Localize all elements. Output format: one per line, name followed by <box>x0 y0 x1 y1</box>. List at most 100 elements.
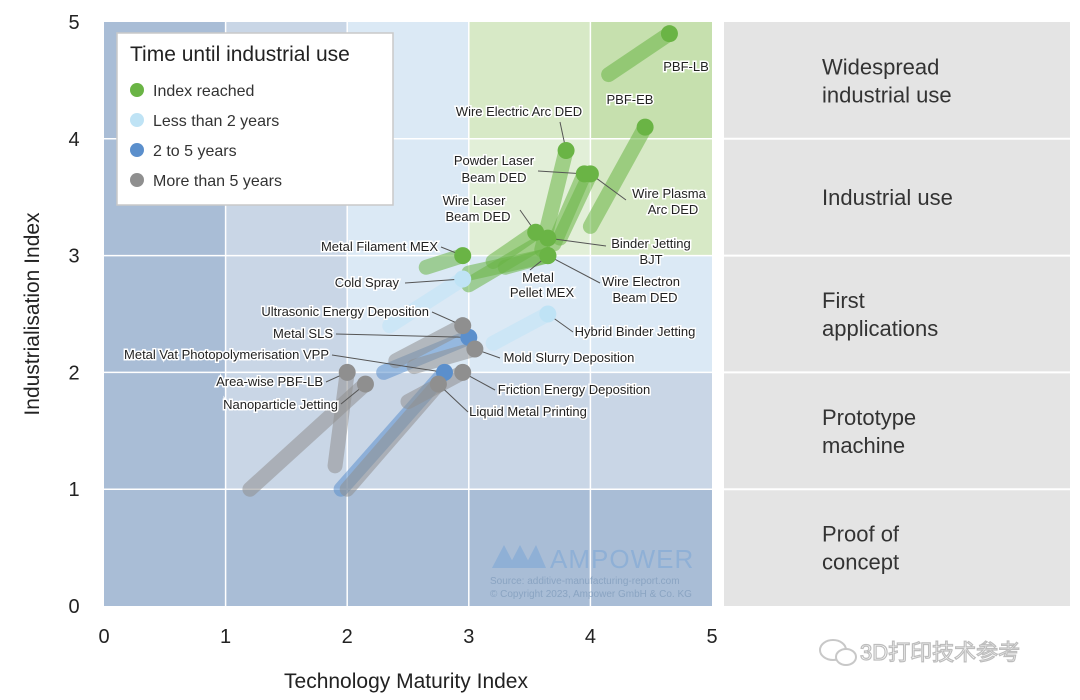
trail <box>485 306 556 351</box>
data-point <box>338 363 356 381</box>
point-label: Friction Energy Deposition <box>498 382 650 397</box>
stage-label: Proof of <box>822 522 900 547</box>
watermark: 3D打印技术参考 <box>819 639 1021 666</box>
y-axis-label: Industrialisation Index <box>21 212 44 416</box>
data-point <box>454 247 472 265</box>
stage-label: concept <box>822 550 899 575</box>
leader-layer <box>325 121 627 413</box>
ampower-brand: AMPOWER <box>550 544 694 574</box>
point-label: Ultrasonic Energy Deposition <box>261 304 429 319</box>
point-label: Powder Laser <box>454 153 535 168</box>
data-point <box>454 317 472 335</box>
legend-marker <box>130 173 144 187</box>
legend-label: More than 5 years <box>153 173 282 190</box>
point-label: Binder Jetting <box>611 236 691 251</box>
stage-label: Widespread <box>822 54 939 79</box>
ampower-logo-icon <box>492 545 546 568</box>
x-tick-label: 5 <box>706 626 717 648</box>
trail <box>406 341 483 375</box>
point-label: Arc DED <box>648 202 699 217</box>
trail-layer <box>242 26 677 497</box>
stage-label: Prototype <box>822 405 916 430</box>
legend-label: 2 to 5 years <box>153 143 237 160</box>
trail <box>388 318 471 369</box>
x-tick-label: 1 <box>220 626 231 648</box>
point-layer <box>338 25 678 393</box>
point-label: Pellet MEX <box>510 285 575 300</box>
data-point <box>557 141 575 159</box>
watermark-text: 3D打印技术参考 <box>860 640 1020 665</box>
legend-marker <box>130 83 144 97</box>
x-tick-label: 3 <box>463 626 474 648</box>
zone-proof-row <box>104 489 712 606</box>
leader-line <box>335 333 469 338</box>
x-axis-ticks: 0 1 2 3 4 5 <box>98 626 717 648</box>
y-tick-label: 3 <box>68 246 79 268</box>
point-label: Cold Spray <box>335 275 400 290</box>
leader-line <box>331 354 445 373</box>
stage-label: industrial use <box>822 82 952 107</box>
point-label: Wire Electron <box>602 274 680 289</box>
data-point <box>539 229 557 247</box>
legend: Time until industrial use Index reached L… <box>116 32 394 206</box>
leader-line <box>404 278 463 284</box>
y-tick-label: 0 <box>68 596 79 618</box>
source-note: Source: additive-manufacturing-report.co… <box>490 576 680 587</box>
data-point <box>454 270 472 288</box>
stage-label: Industrial use <box>822 185 953 210</box>
data-point <box>660 25 678 43</box>
data-point <box>466 340 484 358</box>
point-label: Liquid Metal Printing <box>469 404 587 419</box>
data-point <box>356 375 374 393</box>
legend-label: Index reached <box>153 83 254 100</box>
legend-title: Time until industrial use <box>130 43 350 66</box>
wechat-icon <box>819 639 857 666</box>
leader-line <box>547 255 601 284</box>
data-point <box>429 375 447 393</box>
stage-label: applications <box>822 316 938 341</box>
point-label: Area-wise PBF-LB <box>216 374 323 389</box>
trail <box>601 26 677 83</box>
stage-label: First <box>822 288 865 313</box>
x-axis-label: Technology Maturity Index <box>284 670 528 693</box>
data-point <box>539 305 557 323</box>
trail <box>327 364 355 474</box>
label-layer: PBF-LB PBF-EB Wire Electric Arc DED Powder … <box>123 58 711 421</box>
point-label: Metal Vat Photopolymerisation VPP <box>124 347 329 362</box>
point-label: Mold Slurry Deposition <box>504 350 635 365</box>
point-label: Wire Plasma <box>632 186 706 201</box>
stage-panel-bg <box>724 22 1070 606</box>
stage-panel: Widespread industrial use Industrial use Fi… <box>724 22 1070 606</box>
trail <box>552 166 598 246</box>
y-tick-label: 5 <box>68 12 79 34</box>
legend-marker <box>130 113 144 127</box>
trail <box>242 376 373 497</box>
x-tick-label: 2 <box>342 626 353 648</box>
data-point <box>636 118 654 136</box>
legend-label: Less than 2 years <box>153 113 279 130</box>
point-label: Wire Laser <box>443 193 507 208</box>
leader-line <box>547 237 607 247</box>
ampower-logo: AMPOWER Source: additive-manufacturing-r… <box>490 544 694 600</box>
y-tick-label: 1 <box>68 479 79 501</box>
point-label: Nanoparticle Jetting <box>223 397 338 412</box>
y-tick-label: 2 <box>68 362 79 384</box>
data-point <box>454 363 472 381</box>
point-label: Beam DED <box>461 170 526 185</box>
point-label: PBF-EB <box>607 92 654 107</box>
copyright-note: © Copyright 2023, Ampower GmbH & Co. KG <box>490 589 692 600</box>
point-label: Hybrid Binder Jetting <box>575 324 696 339</box>
point-label: Metal Filament MEX <box>321 239 438 254</box>
point-label: BJT <box>639 252 662 267</box>
point-label: Metal <box>522 270 554 285</box>
y-tick-label: 4 <box>68 129 79 151</box>
point-label: Metal SLS <box>273 326 333 341</box>
point-label: Beam DED <box>445 209 510 224</box>
trail <box>339 376 446 497</box>
point-label: Wire Electric Arc DED <box>456 104 582 119</box>
trail <box>485 224 544 269</box>
x-tick-label: 4 <box>585 626 596 648</box>
legend-marker <box>130 143 144 157</box>
trail <box>582 119 653 234</box>
